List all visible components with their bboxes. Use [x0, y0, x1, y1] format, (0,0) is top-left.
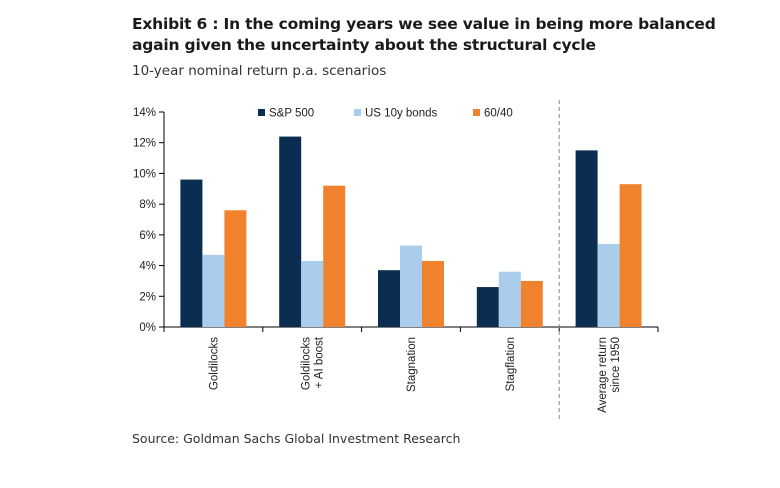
- x-tick-label-line: Goldilocks: [301, 337, 313, 390]
- legend-label: 60/40: [484, 108, 513, 120]
- bar-us-10y-bonds: [202, 254, 225, 327]
- legend-swatch: [354, 109, 361, 116]
- bar-s-p-500: [378, 270, 400, 327]
- x-tick-label-line: Goldilocks: [208, 337, 220, 390]
- x-tick-label-line: Average return: [597, 337, 609, 413]
- y-tick-label: 6%: [139, 230, 156, 242]
- axes: 0% 2% 4% 6% 8% 10% 12% 14%: [133, 100, 659, 420]
- legend-swatch: [473, 109, 480, 116]
- legend-label: S&P 500: [269, 108, 314, 120]
- y-tick-label: 8%: [139, 199, 156, 211]
- bar-s-p-500: [279, 136, 302, 327]
- bar-60-40: [323, 185, 346, 327]
- x-tick-label-line: Stagnation: [406, 337, 418, 392]
- y-tick-label: 2%: [139, 291, 156, 303]
- x-tick-label: Goldilocks: [208, 337, 220, 390]
- x-tick-label: Average return since 1950: [597, 337, 622, 413]
- bar-s-p-500: [180, 179, 203, 327]
- bar-60-40: [422, 260, 444, 327]
- x-axis-labels: Goldilocks Goldilocks + AI boost Stagnation…: [208, 336, 622, 413]
- legend-label: US 10y bonds: [365, 108, 437, 120]
- y-tick-label: 10%: [133, 168, 156, 180]
- x-tick-label: Goldilocks + AI boost: [301, 336, 326, 390]
- y-tick-label: 12%: [133, 138, 156, 150]
- chart-title: Exhibit 6 : In the coming years we see v…: [132, 15, 716, 54]
- legend-swatch: [258, 109, 265, 116]
- bar-60-40: [619, 184, 642, 327]
- source-note: Source: Goldman Sachs Global Investment …: [132, 431, 461, 446]
- bar-s-p-500: [575, 150, 598, 327]
- bars: [180, 136, 642, 327]
- legend: S&P 500 US 10y bonds 60/40: [258, 108, 513, 120]
- bar-us-10y-bonds: [301, 260, 324, 327]
- x-tick-label-line: Stagflation: [505, 337, 517, 391]
- x-tick-label: Stagnation: [406, 337, 418, 392]
- bar-s-p-500: [476, 287, 499, 327]
- x-tick-label-line: + AI boost: [314, 336, 326, 388]
- y-tick-label: 0%: [139, 322, 156, 334]
- x-tick-label-line: since 1950: [610, 337, 622, 393]
- chart-subtitle: 10-year nominal return p.a. scenarios: [132, 63, 387, 79]
- bar-us-10y-bonds: [400, 245, 422, 327]
- y-tick-label: 14%: [133, 107, 156, 119]
- x-tick-label: Stagflation: [505, 337, 517, 391]
- bar-60-40: [224, 210, 247, 327]
- bar-us-10y-bonds: [597, 244, 620, 327]
- bar-60-40: [520, 280, 543, 327]
- y-tick-label: 4%: [139, 261, 156, 273]
- bar-us-10y-bonds: [498, 271, 521, 327]
